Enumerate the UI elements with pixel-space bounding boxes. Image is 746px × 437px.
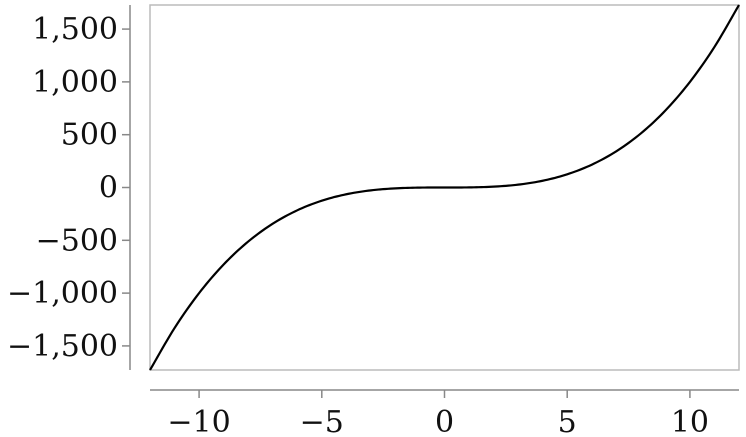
y-tick-label: −1,000: [7, 276, 118, 311]
x-tick-label: 10: [671, 405, 709, 437]
y-tick-label: −1,500: [7, 329, 118, 364]
x-tick-label: 5: [558, 405, 577, 437]
series-layer: [149, 4, 740, 371]
y-tick-label: 500: [61, 118, 118, 153]
x-tick-label: −10: [167, 405, 230, 437]
y-tick-label: −500: [36, 223, 118, 258]
x-tick-label: 0: [435, 405, 454, 437]
y-tick-label: 1,000: [32, 65, 118, 100]
y-tick-label: 0: [99, 171, 118, 206]
series-line: [149, 4, 740, 371]
y-axis-ticks: −1,500 −1,000 −500 0 500 1,000 1,500: [7, 12, 130, 364]
plot-frame: [149, 4, 740, 371]
x-tick-label: −5: [300, 405, 344, 437]
y-tick-label: 1,500: [32, 12, 118, 47]
x-axis-ticks: −10 −5 0 5 10: [167, 390, 709, 437]
